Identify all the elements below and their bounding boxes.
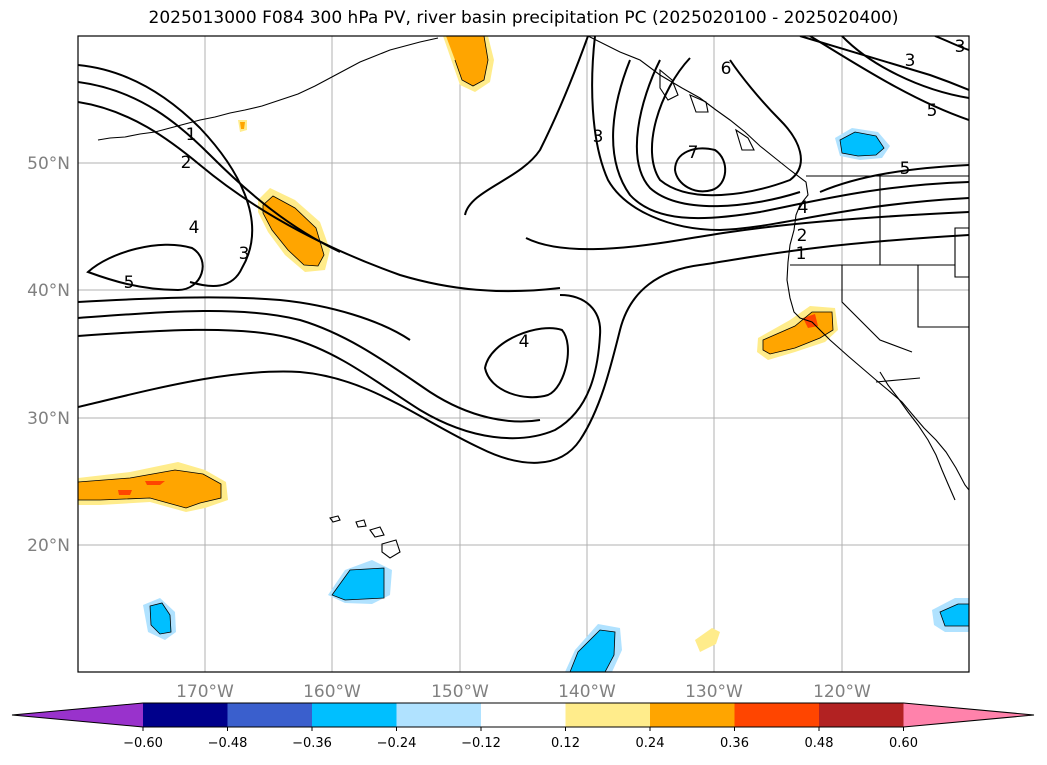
contour-label: 5 [124,273,135,293]
map-panel: 1 2 3 4 5 3 4 3 6 7 3 5 5 4 2 1 [77,35,970,673]
pv-contour-ridge-3 [612,59,969,220]
contour-label: 3 [955,37,966,57]
pv-contour-subtropics-4 [78,296,411,341]
colorbar-segments [11,702,1035,728]
latitude-labels: 50°N 40°N 30°N 20°N [27,154,70,556]
colorbar-ticks [142,727,904,731]
contour-label: 2 [797,226,808,246]
pv-contour-ridge-1 [525,211,969,251]
colorbar-tick-label: 0.48 [805,736,834,751]
map-title: 2025013000 F084 300 hPa PV, river basin … [148,8,899,28]
coastlines [97,36,969,559]
longitude-labels: 170°W 160°W 150°W 140°W 130°W 120°W [176,682,871,702]
colorbar-labels: −0.60 −0.48 −0.36 −0.24 −0.12 0.12 0.24 0.36 0.4… [123,736,918,751]
pv-contour-5-closed [86,243,204,292]
colorbar-extend-max [903,703,1034,727]
contour-label: 3 [239,244,250,264]
colorbar-segment [227,703,313,727]
precip-outlines [78,36,969,672]
pv-contour-ne-1 [799,36,969,91]
contour-label: 7 [688,143,699,163]
pv-contours [78,36,969,464]
pv-contour-subtropics-3 [78,310,541,423]
map-frame [77,35,970,673]
contour-labels: 1 2 3 4 5 3 4 3 6 7 3 5 5 4 2 1 [124,37,966,352]
colorbar-tick-label: 0.12 [551,736,580,751]
colorbar-tick-label: −0.24 [377,736,417,751]
contour-label: 5 [900,159,911,179]
pv-contour-7 [673,147,727,193]
contour-label: 4 [798,198,809,218]
colorbar-segment [650,703,736,727]
pv-contour-5-east [819,164,969,193]
colorbar-segment [819,703,905,727]
lon-label-130w: 130°W [685,682,743,702]
pv-contour-ridge-4 [635,59,801,208]
colorbar-tick-label: −0.48 [208,736,248,751]
pv-contour-3-central [464,36,589,216]
colorbar-segment [481,703,567,727]
pv-contour-3-west [78,64,254,287]
pv-contour-2-ne-corner [934,36,969,51]
lon-label-170w: 170°W [176,682,234,702]
contour-label: 1 [796,244,807,264]
contour-label: 1 [186,125,197,145]
colorbar-tick-label: −0.60 [123,736,163,751]
colorbar: −0.60 −0.48 −0.36 −0.24 −0.12 0.12 0.24 0.36 0.4… [11,702,1035,751]
contour-label: 5 [927,101,938,121]
contour-label: 2 [181,153,192,173]
colorbar-tick-label: −0.12 [461,736,501,751]
lat-label-50n: 50°N [27,154,70,174]
colorbar-segment [143,703,229,727]
pv-contour-ne-2 [841,36,969,99]
colorbar-tick-label: 0.60 [889,736,918,751]
pv-contour-ne-3 [809,36,969,121]
contour-label: 3 [905,51,916,71]
lat-label-40n: 40°N [27,281,70,301]
lon-label-160w: 160°W [303,682,361,702]
lon-label-120w: 120°W [813,682,871,702]
lat-label-20n: 20°N [27,536,70,556]
colorbar-tick-label: 0.36 [720,736,749,751]
colorbar-segment [312,703,398,727]
pv-contour-2-west [78,81,341,253]
colorbar-tick-label: −0.36 [292,736,332,751]
lon-label-150w: 150°W [431,682,489,702]
pv-contour-6 [651,57,802,197]
pv-contour-outer-subtropics [78,234,969,464]
pv-contour-1-west [78,101,561,293]
pv-contour-4-closed [483,327,569,399]
colorbar-segment [396,703,482,727]
lat-label-30n: 30°N [27,409,70,429]
pv-contour-subtropics-2 [78,294,602,440]
colorbar-extend-min [12,703,143,727]
pv-contour-ridge-2 [591,36,969,232]
colorbar-segment [734,703,820,727]
lon-label-140w: 140°W [558,682,616,702]
colorbar-segment [565,703,651,727]
contour-label: 4 [519,332,530,352]
colorbar-tick-label: 0.24 [636,736,665,751]
contour-label: 4 [189,218,200,238]
contour-label: 3 [593,127,604,147]
contour-label: 6 [721,59,732,79]
